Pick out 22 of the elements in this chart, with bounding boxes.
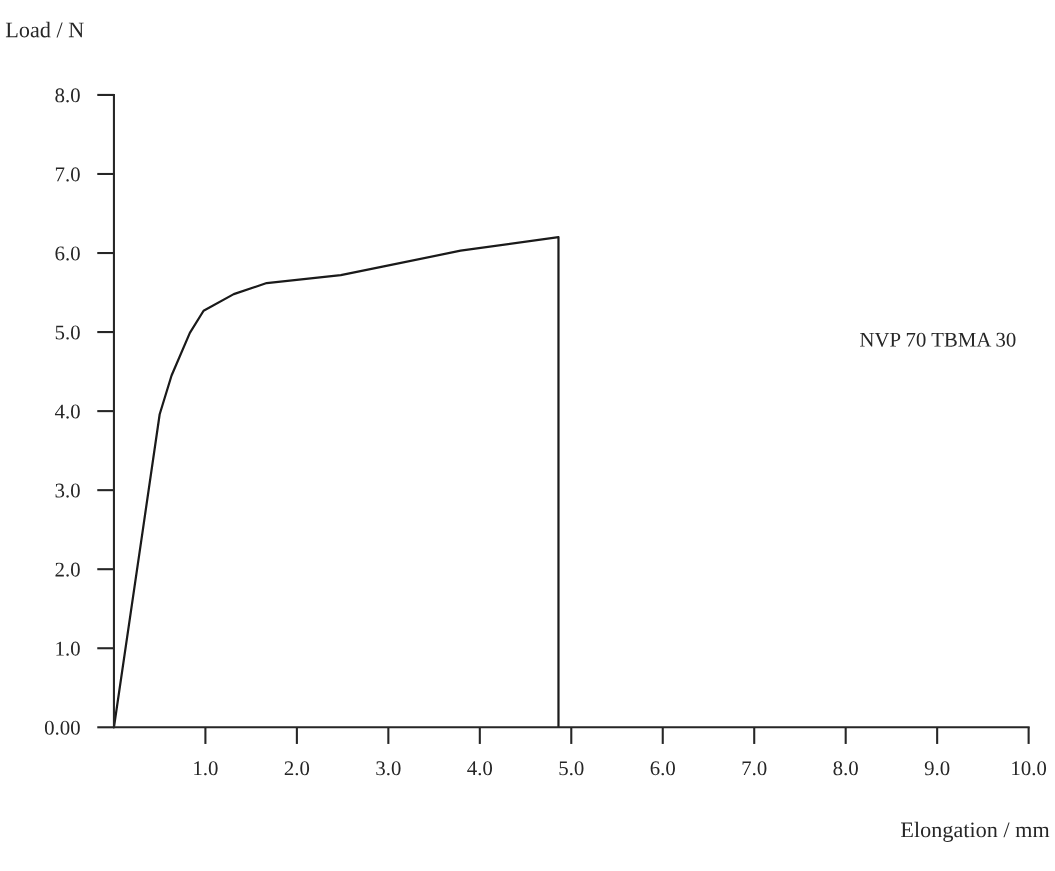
- x-axis-title: Elongation / mm: [901, 821, 1050, 842]
- y-tick-label: 4.0: [54, 404, 80, 419]
- x-tick-label: 2.0: [284, 761, 310, 776]
- y-axis-title: Load / N: [5, 21, 84, 38]
- annotation: NVP 70 TBMA 30: [860, 332, 1016, 347]
- y-tick-label: 7.0: [55, 167, 80, 182]
- y-tick-label: 6.0: [55, 246, 80, 261]
- x-tick-label: 5.0: [559, 761, 584, 776]
- x-tick-label: 4.0: [467, 761, 493, 776]
- x-tick-label: 8.0: [833, 761, 858, 776]
- y-tick-label: 0.00: [44, 720, 80, 735]
- x-tick-label: 3.0: [376, 761, 401, 776]
- x-tick-label: 7.0: [742, 761, 767, 776]
- x-tick-label: 9.0: [924, 761, 950, 776]
- y-tick-label: 3.0: [55, 483, 80, 498]
- y-tick-label: 2.0: [55, 562, 80, 577]
- y-tick-label: 5.0: [55, 325, 80, 340]
- x-tick-label: 6.0: [650, 761, 675, 776]
- x-tick-label: 1.0: [194, 761, 218, 776]
- x-tick-label: 10.0: [1012, 761, 1047, 776]
- y-tick-label: 1.0: [56, 641, 80, 656]
- y-tick-label: 8.0: [55, 88, 80, 103]
